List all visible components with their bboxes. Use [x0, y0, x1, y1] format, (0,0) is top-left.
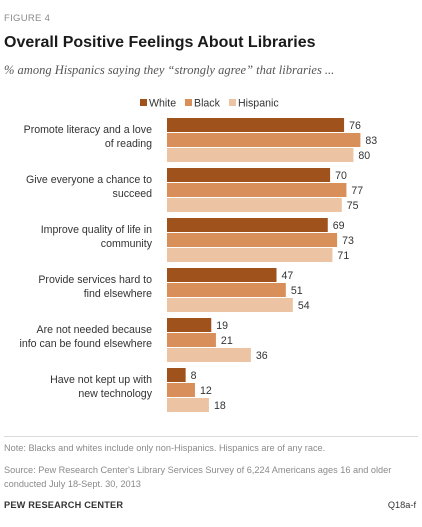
chart-note: Note: Blacks and whites include only non… — [4, 443, 326, 453]
bar-black — [167, 383, 195, 397]
value-label-white: 76 — [349, 120, 361, 132]
value-label-white: 69 — [333, 220, 345, 232]
value-label-white: 8 — [191, 370, 197, 382]
value-label-hispanic: 71 — [337, 250, 349, 262]
chart-source: Source: Pew Research Center's Library Se… — [4, 465, 392, 489]
bar-hispanic — [167, 248, 333, 262]
organization-label: PEW RESEARCH CENTER — [4, 500, 124, 510]
bar-white — [167, 368, 186, 382]
value-label-white: 47 — [282, 270, 294, 282]
value-label-black: 83 — [365, 135, 377, 147]
value-label-hispanic: 80 — [358, 150, 370, 162]
bar-hispanic — [167, 398, 209, 412]
bar-hispanic — [167, 298, 293, 312]
bar-white — [167, 318, 212, 332]
bar-black — [167, 133, 361, 147]
value-label-black: 77 — [351, 185, 363, 197]
bar-hispanic — [167, 198, 342, 212]
category-label: of reading — [105, 138, 152, 150]
value-label-hispanic: 75 — [347, 200, 359, 212]
value-label-hispanic: 54 — [298, 300, 310, 312]
bar-hispanic — [167, 148, 354, 162]
value-label-black: 73 — [342, 235, 354, 247]
value-label-white: 70 — [335, 170, 347, 182]
category-label: find elsewhere — [84, 288, 152, 300]
value-label-hispanic: 18 — [214, 400, 226, 412]
chart-title: Overall Positive Feelings About Librarie… — [4, 34, 316, 51]
value-label-hispanic: 36 — [256, 350, 268, 362]
legend-label-hispanic: Hispanic — [238, 98, 279, 110]
category-label: Improve quality of life in — [41, 224, 152, 236]
category-label: community — [101, 238, 153, 250]
legend-swatch-hispanic — [229, 99, 236, 106]
bar-black — [167, 233, 338, 247]
figure-label: FIGURE 4 — [4, 13, 51, 24]
value-label-black: 51 — [291, 285, 303, 297]
bar-chart: White Black Hispanic Promote literacy and a… — [19, 98, 377, 412]
category-label: new technology — [78, 388, 152, 400]
bar-white — [167, 168, 331, 182]
value-label-white: 19 — [216, 320, 228, 332]
bar-black — [167, 183, 347, 197]
bar-white — [167, 118, 345, 132]
category-label: succeed — [113, 188, 153, 200]
footer-divider — [4, 436, 418, 437]
category-label: Have not kept up with — [50, 374, 152, 386]
legend-label-white: White — [149, 98, 176, 110]
value-label-black: 21 — [221, 335, 233, 347]
category-label: info can be found elsewhere — [19, 338, 152, 350]
category-label: Are not needed because — [37, 324, 153, 336]
category-label: Give everyone a chance to — [26, 174, 152, 186]
category-label: Provide services hard to — [38, 274, 152, 286]
bar-white — [167, 218, 328, 232]
bar-hispanic — [167, 348, 251, 362]
question-id: Q18a-f — [387, 500, 416, 510]
bar-black — [167, 333, 216, 347]
value-label-black: 12 — [200, 385, 212, 397]
legend-swatch-black — [185, 99, 192, 106]
category-label: Promote literacy and a love — [24, 124, 152, 136]
legend-swatch-white — [140, 99, 147, 106]
bar-black — [167, 283, 286, 297]
chart-subtitle: % among Hispanics saying they “strongly … — [4, 63, 335, 77]
bar-white — [167, 268, 277, 282]
legend-label-black: Black — [194, 98, 221, 110]
